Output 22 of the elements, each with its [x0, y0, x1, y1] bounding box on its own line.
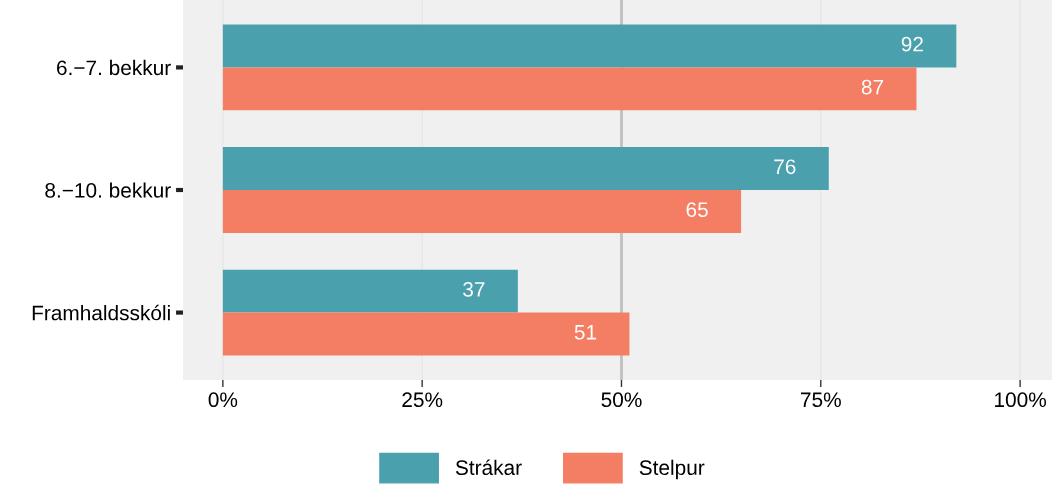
bar: [222, 147, 829, 190]
data-label: 92: [901, 36, 923, 52]
x-tick-label: 25%: [402, 392, 443, 408]
x-tick-label: 100%: [995, 392, 1047, 408]
bar: [222, 67, 917, 111]
bar: [222, 269, 518, 313]
data-label: 65: [686, 202, 708, 218]
x-tick-label: 50%: [601, 392, 642, 408]
legend-label: Strákar: [455, 459, 522, 476]
bar: [222, 190, 742, 233]
data-label: 76: [774, 159, 796, 175]
bar: [222, 312, 630, 356]
y-tick-label: 6.−7. bekkur: [57, 59, 171, 76]
y-tick-label: Framhaldsskóli: [32, 304, 170, 321]
legend-label: Stelpur: [639, 459, 705, 480]
x-tick-label: 75%: [801, 392, 841, 408]
y-tick-label: 8.−10. bekkur: [45, 182, 171, 198]
data-label: 87: [861, 79, 884, 95]
data-label: 51: [574, 325, 597, 340]
bar: [222, 24, 957, 68]
x-tick-label: 0%: [208, 392, 238, 408]
data-label: 37: [463, 281, 485, 297]
